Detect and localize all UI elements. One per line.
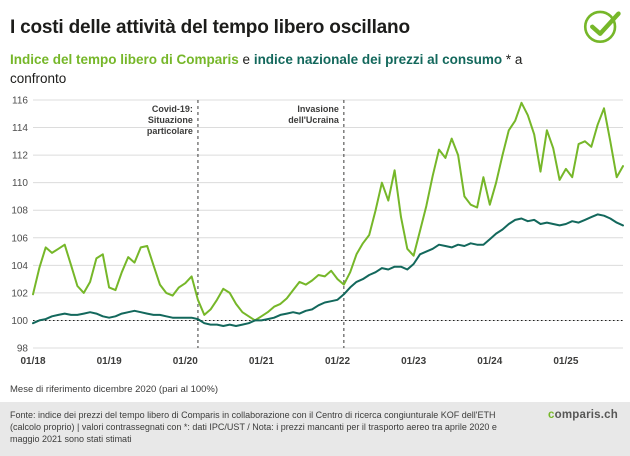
y-tick-label: 116 [12, 96, 28, 107]
check-circle-icon [583, 10, 621, 43]
subtitle: Indice del tempo libero di Comparis e in… [10, 50, 582, 89]
x-tick-label: 01/20 [173, 356, 198, 367]
y-tick-label: 102 [11, 288, 28, 299]
y-tick-label: 110 [12, 178, 28, 189]
comparis-wordmark-rest: omparis.ch [554, 409, 618, 421]
annotation-label: particolare [147, 126, 193, 136]
annotation-label: Invasione [297, 104, 339, 114]
subtitle-cpi-label: indice nazionale dei prezzi al consumo [253, 51, 503, 67]
subtitle-leisure-index-label: Indice del tempo libero di Comparis [10, 51, 239, 67]
x-tick-label: 01/21 [249, 356, 274, 367]
y-tick-label: 108 [11, 206, 28, 217]
x-tick-label: 01/18 [20, 356, 45, 367]
subtitle-rest: * a confronto [10, 51, 523, 87]
leisure-vs-cpi-line-chart: 98 100 102 104 106 108 110 112 114 116 01/18 01/19 0… [11, 96, 624, 367]
x-tick-label: 01/25 [553, 356, 578, 367]
source-text: Fonte: indice dei prezzi del tempo liber… [10, 410, 497, 445]
annotation-label: Situazione [148, 115, 193, 125]
reference-month-note: Mese di riferimento dicembre 2020 (pari … [10, 384, 219, 395]
y-tick-label: 106 [11, 233, 28, 244]
series-comparis-leisure-index [32, 101, 624, 322]
x-tick-label: 01/23 [401, 356, 426, 367]
y-tick-label: 98 [17, 344, 29, 355]
subtitle-connector: e [238, 51, 254, 67]
comparis-wordmark-c: c [548, 409, 555, 421]
y-tick-label: 114 [12, 123, 28, 134]
gridlines: 98 100 102 104 106 108 110 112 114 116 [11, 96, 623, 355]
footer: Fonte: indice dei prezzi del tempo liber… [0, 402, 630, 456]
annotation-label: dell'Ucraina [288, 115, 340, 125]
series-national-cpi [32, 213, 624, 327]
x-tick-label: 01/19 [97, 356, 122, 367]
y-tick-label: 112 [12, 151, 28, 162]
x-tick-label: 01/22 [325, 356, 350, 367]
y-tick-label: 100 [11, 316, 28, 327]
page-title: I costi delle attività del tempo libero … [10, 16, 410, 38]
comparis-wordmark: comparis.ch [548, 409, 618, 421]
annotation-label: Covid-19: [152, 104, 193, 114]
x-tick-label: 01/24 [477, 356, 502, 367]
y-tick-label: 104 [11, 261, 28, 272]
